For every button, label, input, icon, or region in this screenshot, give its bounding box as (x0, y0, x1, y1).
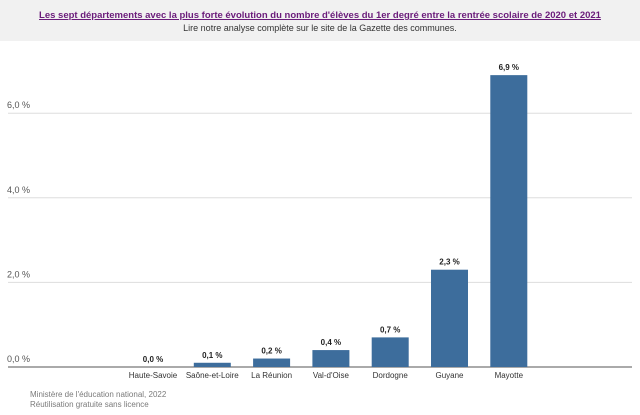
bar (253, 358, 291, 367)
bar (431, 269, 468, 367)
value-label: 6,9 % (499, 63, 519, 72)
value-label: 0,1 % (202, 351, 222, 360)
value-label: 0,4 % (321, 338, 341, 347)
chart-title[interactable]: Les sept départements avec la plus forte… (39, 10, 601, 21)
x-tick-label: La Réunion (251, 371, 292, 380)
bar (490, 75, 528, 367)
x-tick-label: Dordogne (373, 371, 409, 380)
y-tick-label: 6,0 % (7, 100, 30, 110)
x-tick-labels: Haute-Savoie Saône-et-Loire La Réunion Val-… (129, 371, 524, 380)
value-label: 0,2 % (261, 347, 281, 356)
bar (371, 337, 409, 367)
chart-header: Les sept départements avec la plus forte… (0, 0, 640, 41)
gridlines (8, 112, 632, 368)
license-line: Réutilisation gratuite sans licence (30, 400, 149, 409)
y-tick-labels: 0,0 % 2,0 % 4,0 % 6,0 % (7, 100, 30, 364)
chart-subtitle: Lire notre analyse complète sur le site … (183, 23, 457, 33)
y-tick-label: 2,0 % (7, 269, 30, 279)
x-tick-label: Haute-Savoie (129, 371, 178, 380)
x-tick-label: Val-d'Oise (313, 371, 350, 380)
bar (312, 350, 350, 367)
value-label: 0,0 % (143, 355, 163, 364)
value-label: 2,3 % (439, 258, 459, 267)
x-tick-label: Guyane (435, 371, 464, 380)
value-labels: 0,0 % 0,1 % 0,2 % 0,4 % 0,7 % 2,3 % 6,9 % (143, 63, 519, 364)
source-note: Ministère de l'éducation national, 2022 … (30, 390, 166, 410)
x-tick-label: Saône-et-Loire (186, 371, 239, 380)
y-tick-label: 0,0 % (7, 354, 30, 364)
bars (193, 75, 528, 367)
bar-chart: 0,0 % 2,0 % 4,0 % 6,0 % 0,0 % 0,1 % 0,2 % 0,4 … (7, 63, 632, 380)
value-label: 0,7 % (380, 325, 400, 334)
bar (193, 362, 231, 367)
y-tick-label: 4,0 % (7, 185, 30, 195)
source-line: Ministère de l'éducation national, 2022 (30, 390, 167, 399)
x-tick-label: Mayotte (495, 371, 524, 380)
